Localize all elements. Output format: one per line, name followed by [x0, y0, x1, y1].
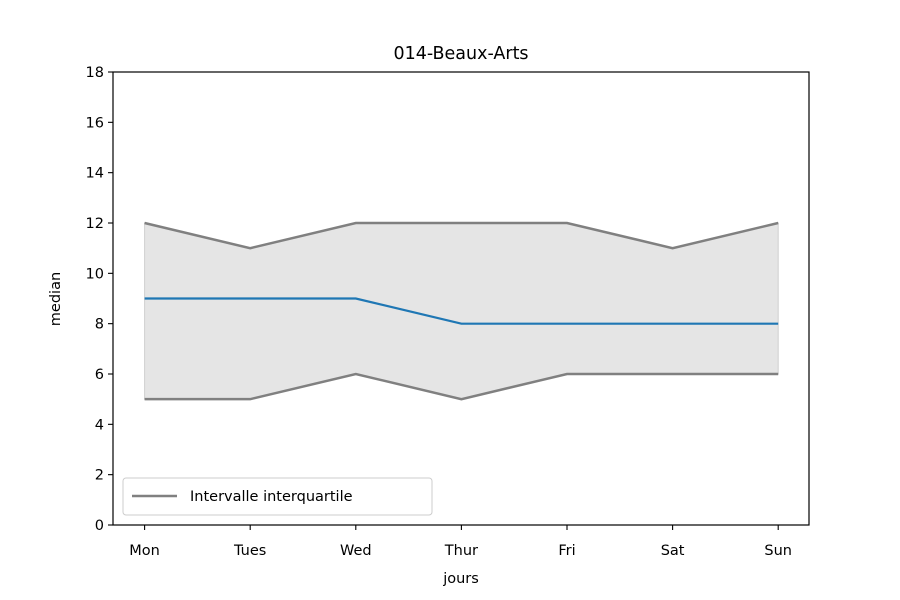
x-tick-label: Fri — [558, 543, 575, 559]
axes: 0 2 4 6 8 10 12 14 16 18 Mon Tues Wed Thur Fri Sat Sun — [86, 65, 810, 559]
y-tick-label: 18 — [86, 65, 104, 81]
upper-quartile-line — [144, 221, 779, 250]
y-tick-label: 12 — [86, 216, 104, 232]
lower-quartile-line — [144, 372, 779, 401]
x-tick-label: Sat — [661, 543, 685, 559]
y-tick-label: 10 — [86, 266, 104, 282]
y-axis-label: median — [48, 272, 64, 326]
y-tick-label: 8 — [95, 317, 104, 333]
legend: Intervalle interquartile — [122, 477, 433, 516]
y-tick-label: 0 — [95, 518, 104, 534]
y-tick-label: 2 — [95, 468, 104, 484]
y-tick-label: 4 — [95, 417, 104, 433]
x-axis-label: jours — [442, 571, 479, 587]
y-tick-label: 16 — [86, 115, 104, 131]
legend-box — [122, 477, 433, 516]
iqr-band-fill — [144, 222, 779, 400]
x-tick-label: Sun — [764, 543, 792, 559]
y-tick-label: 14 — [86, 166, 104, 182]
y-tick-label: 6 — [95, 367, 104, 383]
median-line — [144, 297, 779, 325]
legend-label-iqr: Intervalle interquartile — [190, 489, 353, 505]
x-tick-label: Wed — [340, 543, 372, 559]
chart-title: 014-Beaux-Arts — [393, 44, 528, 64]
x-tick-label: Mon — [129, 543, 160, 559]
plot-area — [144, 221, 779, 401]
x-tick-label: Thur — [444, 543, 478, 559]
x-tick-label: Tues — [233, 543, 266, 559]
